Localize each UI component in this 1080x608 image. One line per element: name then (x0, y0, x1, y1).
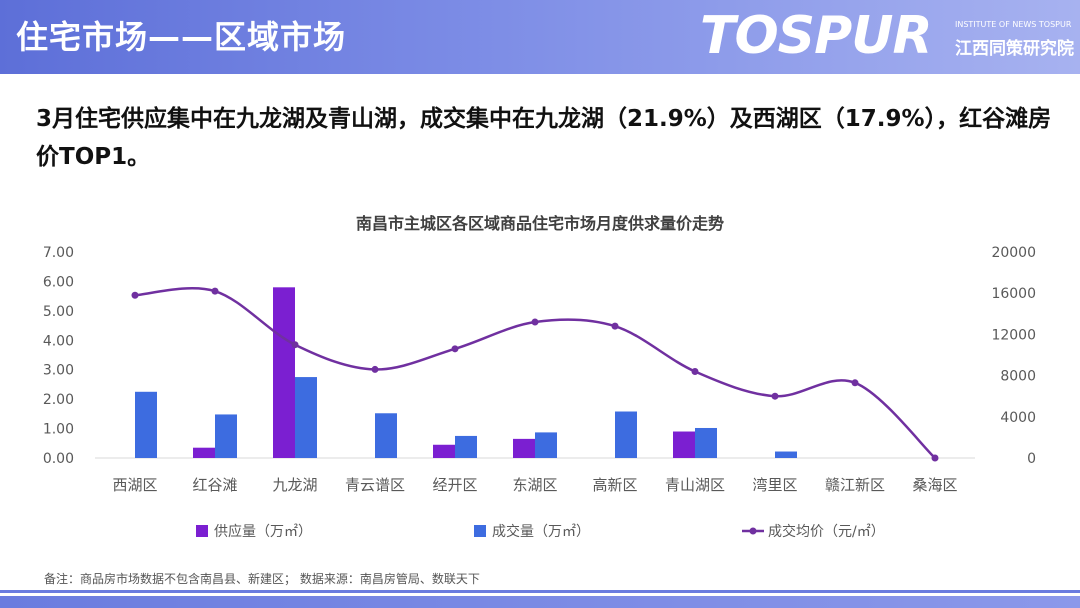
footnote: 备注：商品房市场数据不包含南昌县、新建区； 数据来源：南昌房管局、数联天下 (44, 572, 480, 586)
x-category-label: 赣江新区 (825, 476, 885, 494)
y-right-tick-label: 20000 (991, 245, 1036, 261)
legend-swatch-supply (196, 525, 208, 537)
price-point (371, 365, 379, 373)
bar-supply (673, 431, 695, 458)
bar-deal (295, 377, 317, 458)
bar-supply (513, 438, 535, 458)
x-category-label: 红谷滩 (192, 476, 237, 494)
legend-label-supply: 供应量（万㎡） (214, 523, 312, 540)
logo-chinese-subtitle: 江西同策研究院 (955, 39, 1074, 59)
y-left-tick-label: 0.00 (43, 451, 74, 467)
y-left-tick-label: 2.00 (43, 392, 74, 408)
page-title: 住宅市场——区域市场 (16, 18, 347, 56)
x-category-label: 湾里区 (752, 476, 797, 494)
y-left-tick-label: 4.00 (43, 333, 74, 349)
y-right-tick-label: 4000 (1000, 410, 1036, 426)
price-point (531, 318, 539, 326)
bar-deal (615, 411, 637, 458)
y-right-tick-label: 12000 (991, 327, 1036, 343)
y-left-tick-label: 3.00 (43, 363, 74, 379)
y-left-tick-label: 1.00 (43, 422, 74, 438)
y-left-tick-label: 6.00 (43, 274, 74, 290)
price-point (291, 341, 299, 349)
x-category-label: 高新区 (592, 476, 637, 494)
headline: 3月住宅供应集中在九龙湖及青山湖，成交集中在九龙湖（21.9%）及西湖区（17.… (36, 106, 1052, 170)
y-right-tick-label: 8000 (1000, 369, 1036, 385)
bar-supply (193, 447, 215, 458)
legend-swatch-deal (474, 525, 486, 537)
x-category-label: 桑海区 (912, 476, 957, 494)
bar-deal (695, 427, 717, 458)
x-category-label: 东湖区 (512, 476, 557, 494)
bar-deal (215, 414, 237, 458)
x-category-label: 西湖区 (112, 476, 157, 494)
price-point (851, 379, 859, 387)
legend-label-price: 成交均价（元/㎡） (768, 523, 885, 540)
price-point (931, 454, 939, 462)
header-bar: 住宅市场——区域市场 TOSPUR INSTITUTE OF NEWS TOSP… (0, 0, 1080, 74)
bar-deal (775, 451, 797, 458)
y-left-tick-label: 5.00 (43, 304, 74, 320)
bar-supply (433, 444, 455, 458)
price-point (211, 287, 219, 295)
x-category-label: 青云谱区 (345, 476, 405, 494)
price-point (451, 345, 459, 353)
chart-title: 南昌市主城区各区域商品住宅市场月度供求量价走势 (355, 214, 724, 233)
legend-swatch-price-dot (749, 527, 757, 535)
x-category-label: 经开区 (432, 476, 477, 494)
bar-deal (135, 391, 157, 458)
y-right-tick-label: 16000 (991, 286, 1036, 302)
price-point (131, 291, 139, 299)
footer-line (0, 590, 1080, 593)
x-category-label: 青山湖区 (665, 476, 725, 494)
y-left-tick-label: 7.00 (43, 245, 74, 261)
footer-bar (0, 596, 1080, 608)
logo-english-subtitle: INSTITUTE OF NEWS TOSPUR (955, 20, 1072, 29)
price-point (771, 392, 779, 400)
x-category-label: 九龙湖 (272, 476, 317, 494)
legend-label-deal: 成交量（万㎡） (492, 523, 590, 540)
price-point (691, 367, 699, 375)
bar-deal (375, 413, 397, 458)
bar-deal (455, 435, 477, 458)
price-point (611, 322, 619, 330)
y-right-tick-label: 0 (1027, 451, 1036, 467)
logo-wordmark: TOSPUR (700, 6, 933, 66)
bar-supply (273, 287, 295, 458)
bar-deal (535, 432, 557, 458)
